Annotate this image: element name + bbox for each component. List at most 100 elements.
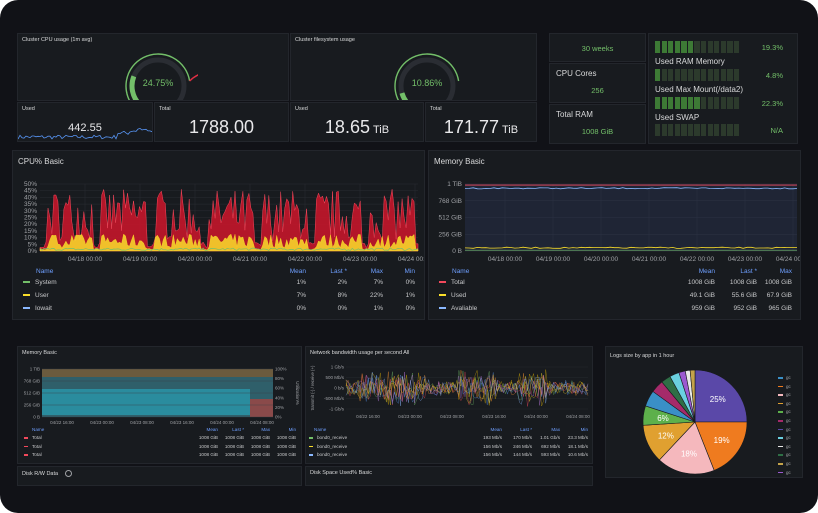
fs-usage-gauge-panel[interactable]: Cluster filesystem usage 10.86% [290, 33, 537, 101]
pie-legend-item[interactable]: gc [778, 401, 791, 406]
pie-legend-item[interactable]: gc [778, 418, 791, 423]
total-ram-value: 1008 GiB [581, 127, 614, 136]
cpu-usage-gauge-panel[interactable]: Cluster CPU usage (1m avg) 24.75% [17, 33, 289, 101]
legend-swatch [778, 377, 783, 379]
legend-swatch [778, 463, 783, 465]
cpu-total-panel[interactable]: Total 1788.00 [154, 102, 289, 142]
series-line [345, 370, 589, 406]
bar-gauge-cell [681, 41, 687, 53]
cpu-usage-gauge [125, 53, 198, 100]
fs-total-panel[interactable]: Total 171.77 TiB [425, 102, 537, 142]
legend-mean: 1008 GiB [687, 279, 715, 286]
fs-used-panel[interactable]: Used 18.65 TiB [290, 102, 424, 142]
legend-name: Total [24, 435, 42, 440]
legend-swatch [778, 394, 783, 396]
pie-slice-label: 25% [710, 395, 726, 404]
pie-legend-item[interactable]: gc [778, 461, 791, 466]
memory-basic-small-panel[interactable]: Memory Basic 0 B 256 GiB 512 GiB 768 GiB 1 T… [17, 346, 302, 464]
logs-pie-panel[interactable]: Logs size by app in 1 hour 25% 19% 18% 12% 6… [605, 346, 803, 478]
bar-gauge-cell [714, 41, 720, 53]
legend-last: 0% [337, 305, 347, 312]
total-ram-panel[interactable]: Total RAM 1008 GiB [549, 104, 646, 144]
bar-gauge-cell [674, 124, 680, 136]
bar-gauge-cell [655, 41, 661, 53]
fs-total-value: 171.77 [443, 117, 499, 137]
y-tick-label: 50% [24, 181, 37, 188]
y2-axis-label: Utilization% [295, 381, 300, 405]
legend-min: 0% [405, 279, 415, 286]
bar-gauge-cell [681, 97, 687, 109]
pie-legend-item[interactable]: gc [778, 392, 791, 397]
legend-swatch [23, 281, 30, 284]
bar-gauge-cell [687, 97, 694, 109]
pie-legend-item[interactable]: gc [778, 427, 791, 432]
panel-title: Logs size by app in 1 hour [610, 353, 675, 359]
bar-gauge-cell [668, 41, 674, 53]
panel-title: Used [22, 106, 35, 112]
legend-header-max: Max [551, 427, 560, 432]
cpu-cores-panel[interactable]: CPU Cores 256 [549, 63, 646, 103]
bar-gauges-panel[interactable]: 19.3% Used RAM Memory 4.8% Used Max Moun… [648, 33, 798, 144]
bar-gauge-cell [714, 97, 720, 109]
y-tick-label: 0 B [33, 415, 40, 420]
legend-name: User [23, 292, 49, 299]
series-user-area [39, 233, 419, 252]
series-system-line [39, 247, 419, 251]
bar-gauge-cell [687, 124, 694, 136]
info-icon[interactable] [64, 470, 72, 477]
x-tick-label: 04/18 00:00 [488, 256, 523, 263]
legend-label: Avaliable [451, 305, 478, 312]
x-tick-label: 04/22 00:00 [288, 256, 323, 263]
cpu-used-panel[interactable]: Used 442.55 [17, 102, 153, 142]
network-panel[interactable]: Network bandwidth usage per second All -… [305, 346, 593, 464]
legend-last: 1008 GiB [224, 435, 244, 440]
disk-rw-panel[interactable]: Disk R/W Data [17, 466, 302, 486]
pie-legend-item[interactable]: gc [778, 452, 791, 457]
pie-legend-item[interactable]: gc [778, 435, 791, 440]
bar-gauge-0-value: 19.3% [761, 43, 783, 52]
network-chart: -1 Gb/s -500 Mb/s 0 b/s 500 Mb/s 1 Gb/s 04/22… [310, 365, 590, 420]
y2-tick-label: 0% [275, 415, 282, 420]
legend-swatch [778, 445, 783, 448]
series-line [345, 370, 589, 402]
pie-legend-item[interactable]: gc [778, 409, 791, 414]
pie-slice-label: 12% [658, 432, 674, 441]
fs-used-unit: TiB [372, 124, 390, 136]
pie-legend-item[interactable]: gc [778, 444, 791, 449]
bar-gauge-cell [694, 124, 700, 136]
uptime-panel[interactable]: 30 weeks [549, 33, 646, 62]
uptime-value: 30 weeks [581, 44, 614, 53]
x-tick-label: 04/24 00:00 [776, 256, 801, 263]
legend-label: bond0_receive [317, 443, 348, 449]
pie-legend-item[interactable]: gc [778, 384, 791, 389]
series-area-utilization [250, 399, 273, 417]
bar-gauge-cell [720, 97, 726, 109]
cpu-basic-panel[interactable]: CPU% Basic 0% 5% 10% 15% 20% 25% 30% 35% 40% 45% 5… [12, 150, 425, 320]
bar-gauge-cell [733, 97, 740, 109]
legend-swatch [778, 437, 783, 439]
legend-label: gc [786, 469, 791, 475]
x-tick-label: 04/19 00:00 [123, 256, 158, 263]
bar-gauge-1-label: Used RAM Memory [655, 57, 725, 66]
fs-used-display: 18.65 TiB [291, 117, 423, 138]
disk-space-panel[interactable]: Disk Space Used% Basic [305, 466, 593, 486]
panel-title: CPU% Basic [18, 157, 64, 166]
memory-basic-chart: 0 B 256 GiB 512 GiB 768 GiB 1 TiB 04/18 00:00… [439, 181, 801, 263]
pie-legend-item[interactable]: gc [778, 375, 791, 380]
x-tick-label: 04/19 00:00 [536, 256, 571, 263]
legend-header-max: Max [261, 427, 270, 432]
pie-legend-item[interactable]: gc [778, 470, 791, 475]
x-tick-label: 04/23 00:00 [90, 420, 114, 425]
bar-gauge-3 [655, 124, 740, 136]
fs-total-display: 171.77 TiB [426, 117, 536, 138]
y-tick-label: 1 TiB [30, 367, 40, 372]
legend-last: 8% [337, 292, 347, 299]
cpu-used-sparkline [18, 127, 152, 140]
bar-gauge-cell [707, 97, 713, 109]
bar-gauge-1-value: 4.8% [765, 71, 783, 80]
memory-basic-panel[interactable]: Memory Basic 0 B 256 GiB 512 GiB 768 GiB 1 T… [428, 150, 801, 320]
legend-min: 10.6 Mb/s [567, 452, 588, 457]
y-tick-label: 25% [24, 215, 37, 222]
bar-gauge-cell [714, 124, 720, 136]
